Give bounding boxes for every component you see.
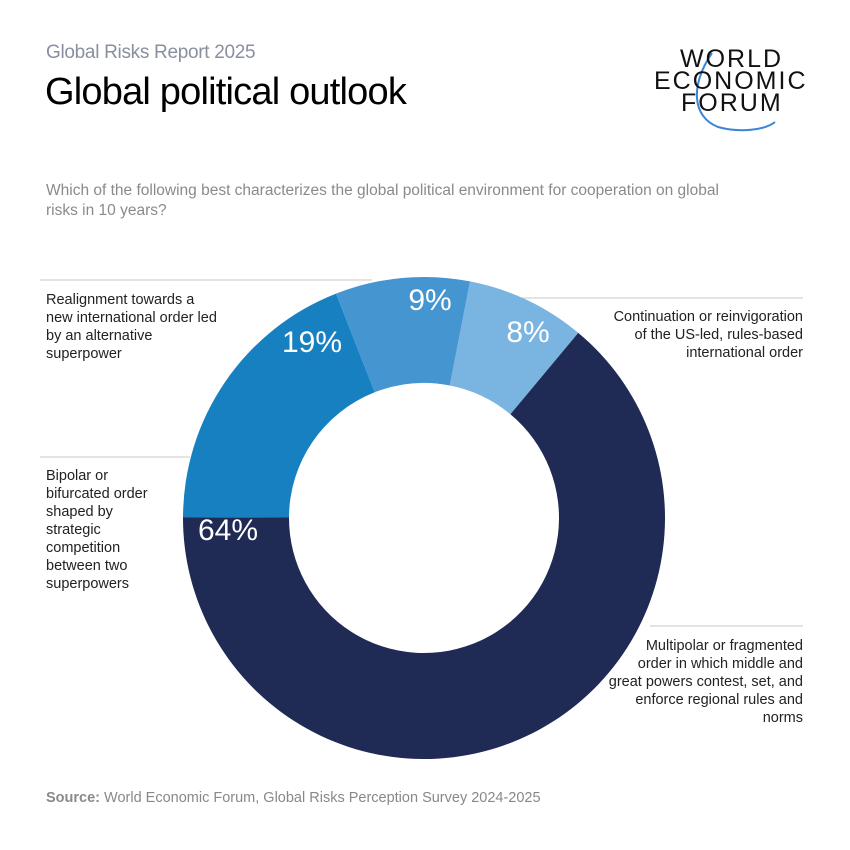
slice-label-multipolar: Multipolar or fragmented order in which …	[608, 638, 803, 726]
slice-value-label: 64%	[198, 514, 258, 547]
slice-value-label: 9%	[408, 284, 451, 317]
donut-slice	[449, 281, 579, 415]
source-label: Source:	[46, 790, 100, 806]
page-title: Global political outlook	[45, 71, 407, 113]
logo-arc-icon	[696, 52, 776, 132]
slice-label-bipolar: Bipolar or bifurcated order shaped by st…	[46, 468, 148, 592]
logo-line-3: FORUM	[681, 89, 783, 117]
slice-label-us-led: Continuation or reinvigoration of the US…	[613, 309, 803, 361]
donut-slice	[336, 277, 470, 393]
wef-logo: WORLD ECONOMIC FORUM	[650, 45, 810, 135]
logo-line-1: WORLD	[680, 45, 784, 73]
source-note: Source: World Economic Forum, Global Ris…	[46, 790, 541, 806]
donut-slice	[183, 293, 375, 518]
logo-line-2: ECONOMIC	[654, 67, 808, 95]
slice-label-realignment: Realignment towards a new international …	[46, 292, 217, 362]
report-kicker: Global Risks Report 2025	[46, 42, 256, 63]
survey-question: Which of the following best characterize…	[46, 182, 719, 219]
slice-value-label: 8%	[506, 316, 549, 349]
slice-value-label: 19%	[282, 326, 342, 359]
donut-slice	[182, 332, 666, 760]
source-text: World Economic Forum, Global Risks Perce…	[100, 790, 541, 806]
